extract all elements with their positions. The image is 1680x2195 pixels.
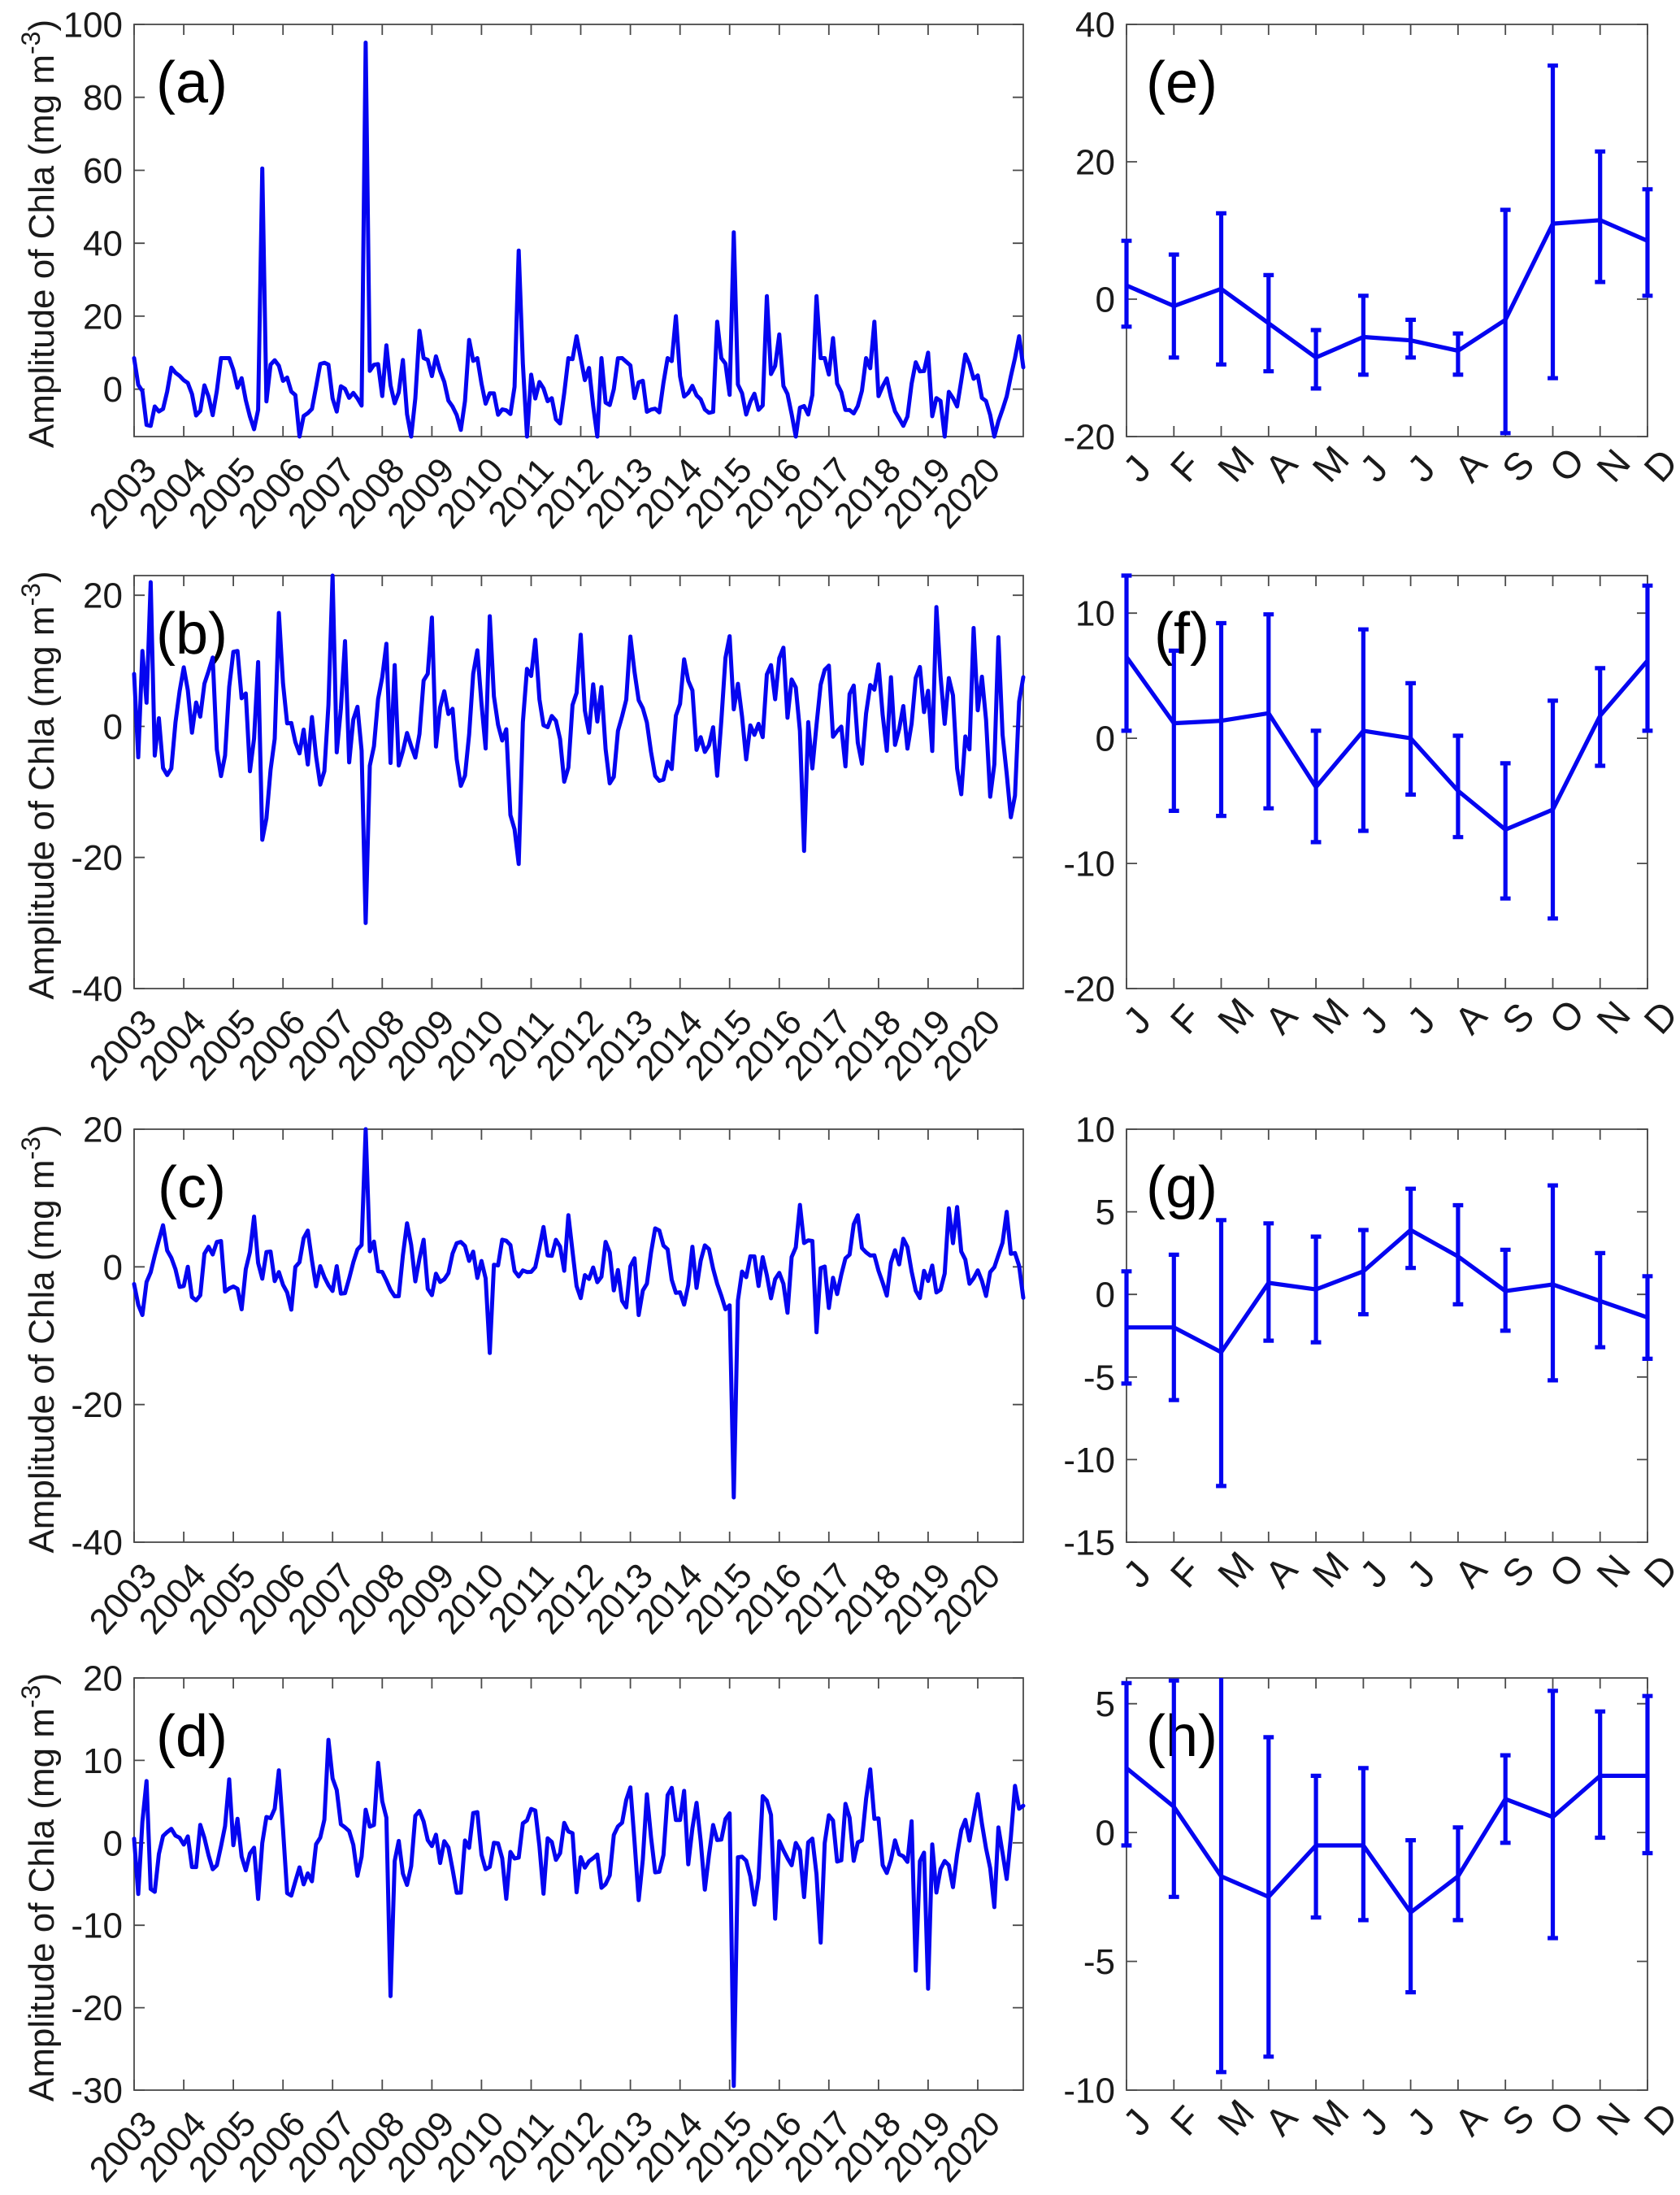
svg-text:10: 10 [83,1741,123,1781]
svg-text:(d): (d) [156,1704,228,1769]
svg-text:-20: -20 [71,838,123,878]
svg-text:0: 0 [1096,1276,1115,1315]
svg-text:-30: -30 [71,2071,123,2111]
svg-text:-40: -40 [71,970,123,1010]
svg-text:5: 5 [1096,1193,1115,1232]
svg-text:0: 0 [103,1823,123,1863]
svg-text:0: 0 [103,370,123,410]
svg-text:-10: -10 [1063,845,1115,885]
svg-text:40: 40 [83,224,123,264]
svg-text:20: 20 [83,1111,123,1150]
svg-text:40: 40 [1075,6,1115,46]
svg-text:-20: -20 [1063,970,1115,1010]
svg-text:0: 0 [1096,280,1115,320]
svg-text:20: 20 [83,576,123,616]
svg-text:80: 80 [83,78,123,118]
svg-text:5: 5 [1096,1684,1115,1724]
svg-text:-20: -20 [71,1385,123,1425]
svg-text:(c): (c) [158,1155,226,1220]
svg-text:-5: -5 [1083,1942,1115,1982]
svg-text:0: 0 [103,1248,123,1288]
svg-text:(e): (e) [1146,50,1218,115]
svg-text:Amplitude of Chla (mg m-3): Amplitude of Chla (mg m-3) [16,1124,62,1553]
svg-text:-20: -20 [71,1989,123,2028]
svg-text:60: 60 [83,151,123,191]
svg-text:10: 10 [1075,594,1115,634]
svg-text:0: 0 [103,707,123,747]
svg-text:100: 100 [63,6,123,46]
svg-text:(f): (f) [1154,602,1209,667]
svg-text:20: 20 [1075,143,1115,183]
svg-text:-15: -15 [1063,1523,1115,1563]
svg-text:(h): (h) [1146,1704,1218,1769]
svg-text:Amplitude of Chla (mg m-3): Amplitude of Chla (mg m-3) [16,571,62,999]
svg-text:-10: -10 [1063,1441,1115,1480]
svg-text:Amplitude of Chla (mg m-3): Amplitude of Chla (mg m-3) [16,20,62,448]
svg-text:(b): (b) [156,602,228,667]
svg-text:-20: -20 [1063,418,1115,458]
svg-text:Amplitude of Chla (mg m-3): Amplitude of Chla (mg m-3) [16,1673,62,2102]
svg-text:-5: -5 [1083,1358,1115,1397]
svg-text:-40: -40 [71,1523,123,1563]
svg-text:0: 0 [1096,1814,1115,1854]
svg-text:20: 20 [83,1659,123,1699]
svg-text:-10: -10 [71,1906,123,1946]
svg-text:(a): (a) [156,50,228,115]
svg-text:10: 10 [1075,1111,1115,1150]
svg-text:0: 0 [1096,719,1115,759]
svg-text:-10: -10 [1063,2071,1115,2111]
svg-text:(g): (g) [1146,1155,1218,1220]
svg-text:20: 20 [83,297,123,337]
